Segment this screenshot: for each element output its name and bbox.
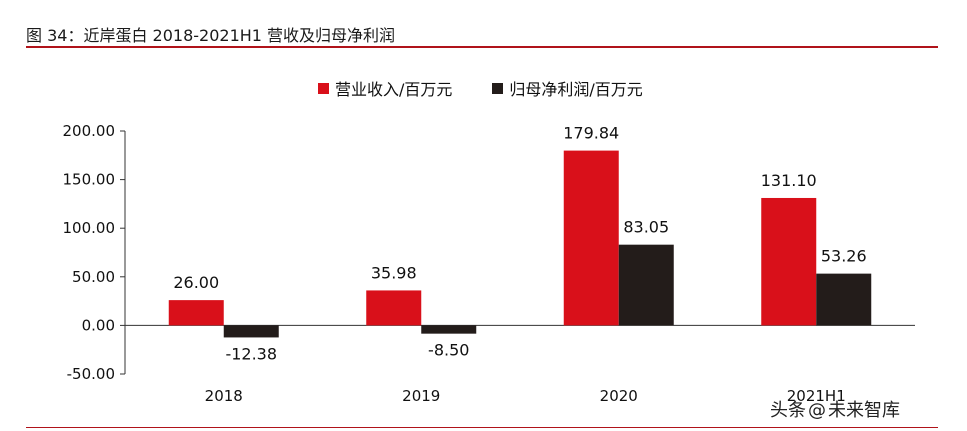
watermark-at: @ <box>808 400 826 421</box>
bar-revenue <box>366 290 422 326</box>
watermark-name: 未来智库 <box>828 400 900 421</box>
chart-legend: 营业收入/百万元 归母净利润/百万元 <box>318 76 643 100</box>
x-category-label: 2018 <box>205 387 243 405</box>
data-label: 179.84 <box>563 124 619 143</box>
watermark: 头条 @ 未来智库 <box>770 396 900 422</box>
bar-net-profit <box>421 325 477 334</box>
data-label: -12.38 <box>225 344 277 363</box>
data-label: 26.00 <box>173 273 219 292</box>
x-category-label: 2020 <box>600 387 638 405</box>
y-tick-label: 200.00 <box>63 122 116 140</box>
data-label: 83.05 <box>623 218 669 237</box>
legend-item-net-profit: 归母净利润/百万元 <box>492 76 643 100</box>
data-label: 53.26 <box>821 247 867 266</box>
bar-net-profit <box>816 273 872 326</box>
bar-revenue <box>168 300 224 326</box>
data-label: 131.10 <box>761 171 817 190</box>
bar-net-profit <box>618 244 674 326</box>
legend-label-revenue: 营业收入/百万元 <box>335 80 453 99</box>
y-tick-label: 100.00 <box>63 219 116 237</box>
bar-revenue <box>761 197 817 326</box>
legend-label-net-profit: 归母净利润/百万元 <box>509 80 643 99</box>
data-label: -8.50 <box>428 341 469 360</box>
x-category-label: 2021H1 <box>787 387 846 405</box>
bar-revenue <box>563 150 619 326</box>
title-rule <box>26 46 938 48</box>
y-tick-label: 150.00 <box>63 171 116 189</box>
figure-title: 图 34：近岸蛋白 2018-2021H1 营收及归母净利润 <box>26 26 396 45</box>
y-tick-label: -50.00 <box>67 365 115 383</box>
bar-net-profit <box>223 325 279 338</box>
y-tick-label: 0.00 <box>82 316 115 334</box>
legend-swatch-revenue <box>318 82 329 94</box>
watermark-source: 头条 <box>770 400 806 421</box>
data-label: 35.98 <box>371 263 417 282</box>
bottom-rule <box>26 427 938 428</box>
x-category-label: 2019 <box>402 387 440 405</box>
legend-swatch-net-profit <box>492 82 504 94</box>
y-tick-label: 50.00 <box>72 268 115 286</box>
legend-item-revenue: 营业收入/百万元 <box>318 76 452 100</box>
